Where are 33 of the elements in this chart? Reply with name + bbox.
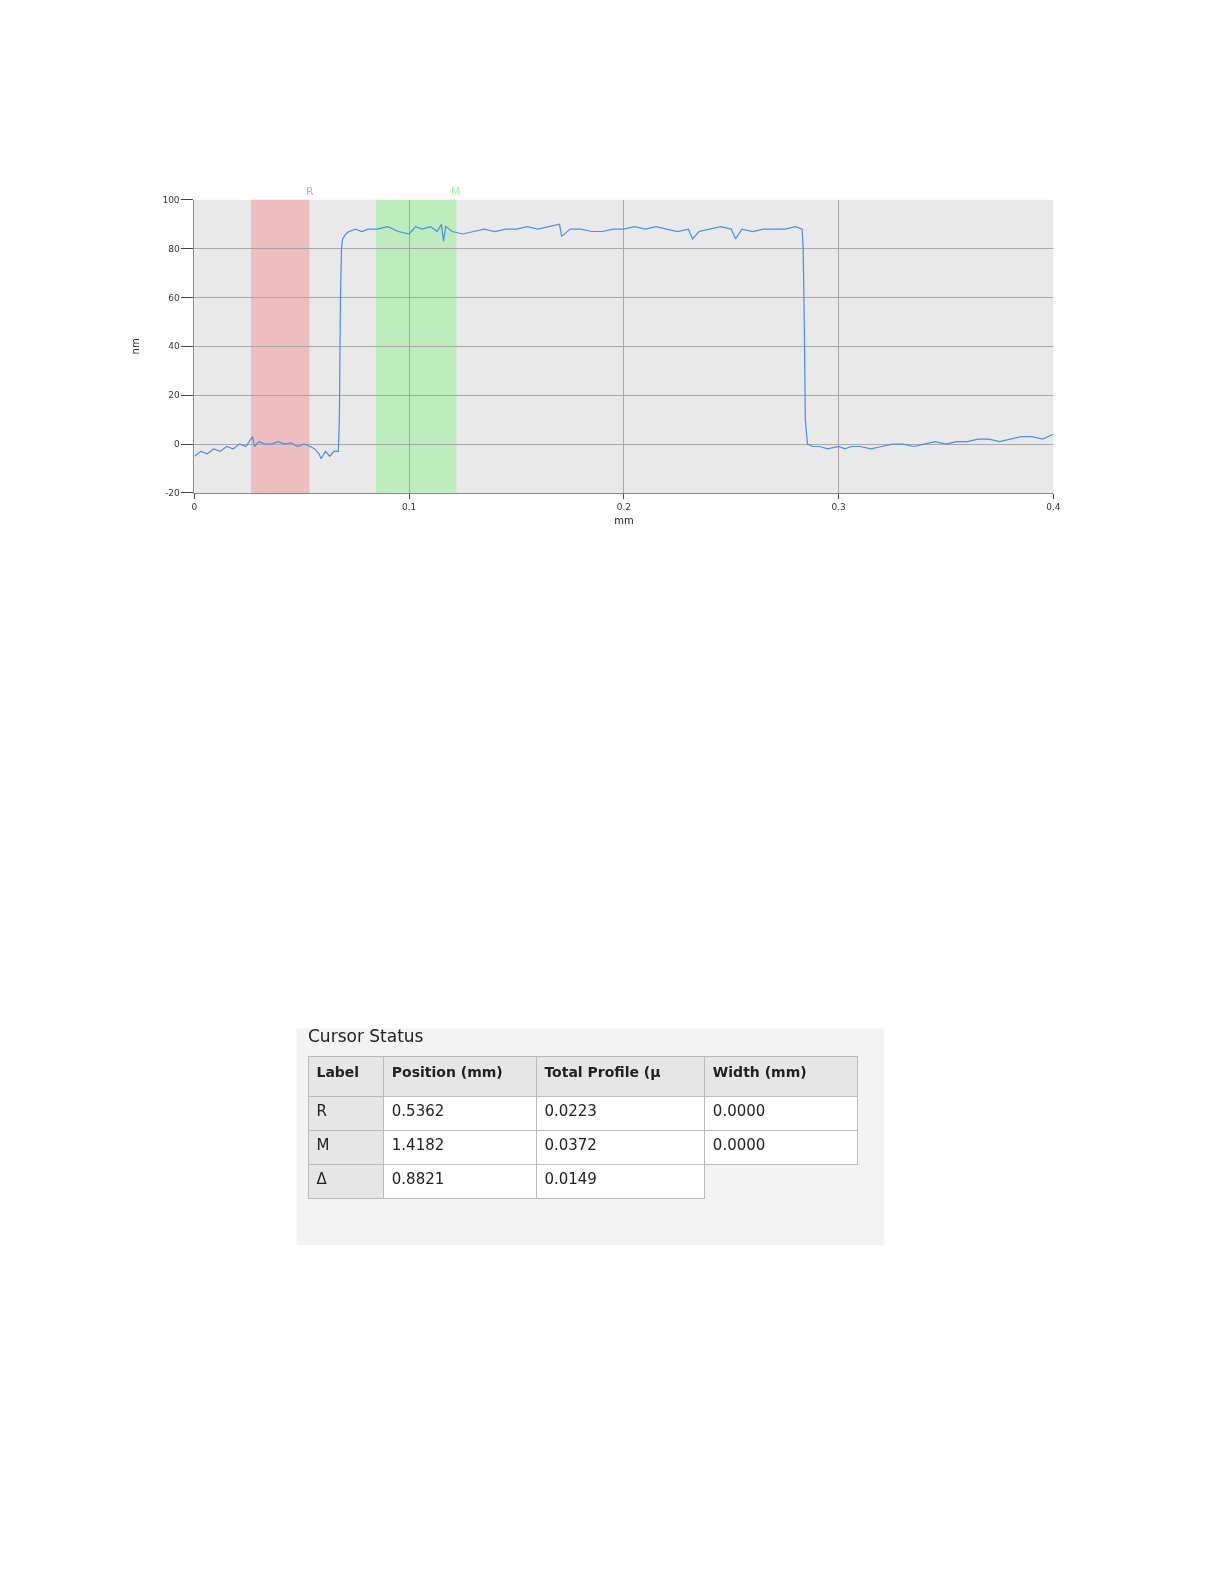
y-axis-title: nm <box>130 338 142 355</box>
y-tick-label: 100 <box>162 194 180 205</box>
line-series <box>194 223 1054 460</box>
y-tick-label: 40 <box>168 341 180 352</box>
y-tick-label: 20 <box>168 390 180 401</box>
y-tick-label: 60 <box>168 292 180 303</box>
band-label: M <box>451 185 461 198</box>
text: 0.0372 <box>544 1135 597 1154</box>
text: 0.0000 <box>712 1135 766 1154</box>
x-tick-label: 0.2 <box>616 501 632 512</box>
category-label: Width (mm) <box>712 1064 807 1081</box>
category-label: Position (mm) <box>391 1064 503 1081</box>
y-tick-label: 0 <box>173 439 180 450</box>
x-tick-label: 0.1 <box>401 501 417 512</box>
category-label: Label <box>316 1064 360 1081</box>
text: 0.8821 <box>391 1169 445 1188</box>
category-label: Total Profile (µ <box>544 1064 661 1081</box>
band-label: R <box>306 185 314 198</box>
y-tick-label: 80 <box>168 243 180 254</box>
text: 0.5362 <box>391 1101 445 1120</box>
text: 0.0223 <box>544 1101 597 1120</box>
x-tick-label: 0 <box>191 501 198 512</box>
text: 0.0149 <box>544 1169 597 1188</box>
x-tick-label: 0.4 <box>1046 501 1061 512</box>
y-tick-label: -20 <box>164 488 180 499</box>
text: M <box>316 1135 330 1154</box>
text: Δ <box>316 1169 327 1188</box>
text: Cursor Status <box>308 1026 424 1046</box>
text: 1.4182 <box>391 1135 445 1154</box>
text: R <box>316 1101 327 1120</box>
x-axis-title: mm <box>614 515 634 527</box>
x-tick-label: 0.3 <box>831 501 846 512</box>
text: 0.0000 <box>712 1101 766 1120</box>
